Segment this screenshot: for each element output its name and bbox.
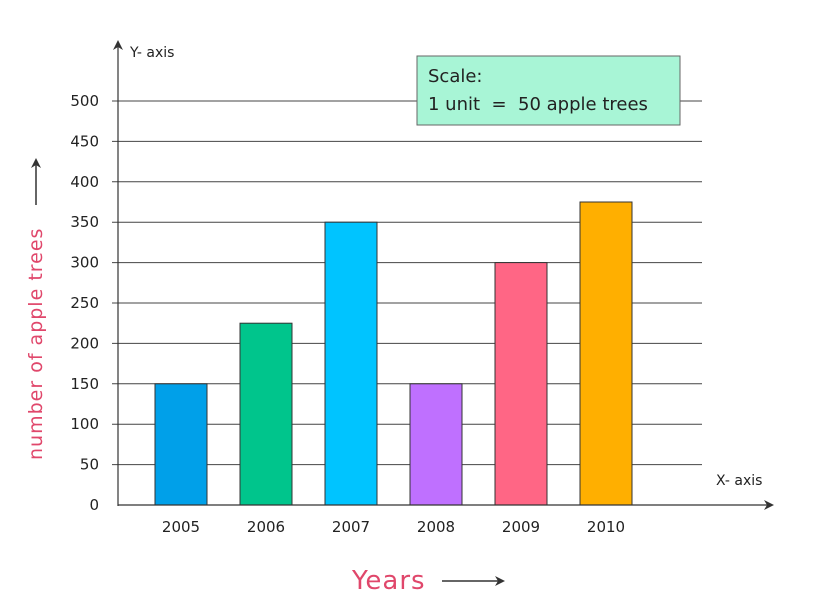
y-tick-label: 450 <box>70 132 99 150</box>
y-tick-label: 300 <box>70 254 99 272</box>
bar-2010 <box>579 201 633 506</box>
y-tick-label: 100 <box>70 415 99 433</box>
scale-box-background <box>416 55 681 126</box>
x-tick-label: 2006 <box>247 518 285 536</box>
y-tick-label: 0 <box>89 496 99 514</box>
bar-2005 <box>154 383 208 506</box>
x-axis-name: X- axis <box>716 473 762 489</box>
bar-2008 <box>409 383 463 506</box>
bar-2006 <box>239 322 293 506</box>
x-tick-label: 2009 <box>502 518 540 536</box>
y-axis-name: Y- axis <box>129 45 174 61</box>
y-axis-label: number of apple trees <box>25 228 47 460</box>
y-tick-label: 350 <box>70 213 99 231</box>
x-tick-label: 2007 <box>332 518 370 536</box>
bar-2007 <box>324 221 378 506</box>
scale-box: Scale: 1 unit = 50 apple trees <box>416 55 681 126</box>
scale-title: Scale: <box>428 66 483 87</box>
x-tick-label: 2005 <box>162 518 200 536</box>
y-label-group: number of apple trees <box>25 158 47 460</box>
x-tick-label: 2010 <box>587 518 625 536</box>
scale-text: 1 unit = 50 apple trees <box>428 94 648 115</box>
y-tick-label: 50 <box>80 456 99 474</box>
y-tick-label: 400 <box>70 173 99 191</box>
x-tick-label: 2008 <box>417 518 455 536</box>
y-tick-label: 150 <box>70 375 99 393</box>
y-tick-label: 250 <box>70 294 99 312</box>
y-tick-label: 200 <box>70 334 99 352</box>
y-tick-label: 500 <box>70 92 99 110</box>
x-tick-labels: 2005 2006 2007 2008 2009 2010 <box>162 518 625 536</box>
bars <box>154 201 633 506</box>
bar-2009 <box>494 262 548 506</box>
x-axis-label: Years <box>351 566 426 596</box>
y-tick-labels: 0 50 100 150 200 250 300 350 400 450 500 <box>70 92 99 514</box>
